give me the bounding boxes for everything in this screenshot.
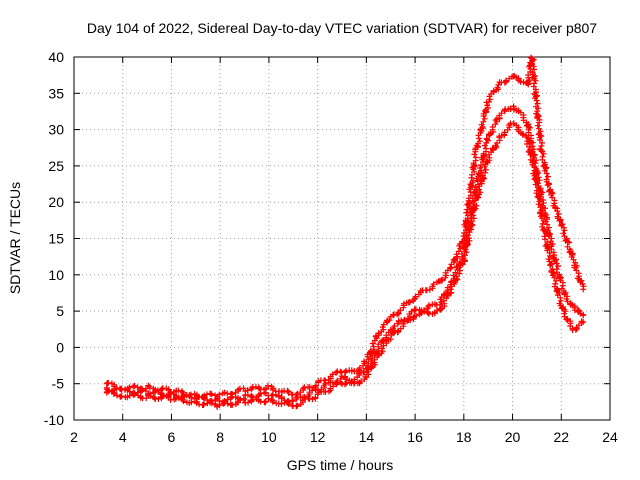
scatter-point-group	[548, 266, 563, 296]
scatter-point-group	[558, 221, 573, 246]
scatter-point	[580, 318, 587, 325]
scatter-point-group	[118, 391, 150, 402]
x-tick-label: 22	[553, 429, 569, 445]
scatter-point-group	[527, 156, 541, 188]
scatter-point-group	[387, 296, 418, 320]
scatter-point-group	[496, 105, 514, 119]
y-tick-label: 40	[48, 49, 64, 65]
scatter-point-group	[554, 292, 569, 320]
scatter-point-group	[540, 227, 555, 269]
y-tick-label: 20	[48, 194, 64, 210]
scatter-point-group	[486, 81, 502, 105]
scatter-point-group	[527, 54, 541, 110]
scatter-point-group	[216, 396, 247, 409]
x-tick-label: 14	[359, 429, 375, 445]
scatter-point-group	[363, 332, 382, 366]
y-tick-label: -5	[52, 376, 65, 392]
x-axis-label: GPS time / hours	[287, 457, 394, 473]
scatter-point-group	[447, 260, 466, 293]
scatter-point-group	[569, 318, 585, 333]
y-tick-label: 30	[48, 122, 64, 138]
scatter-point-group	[485, 134, 503, 164]
scatter-point-group	[510, 103, 522, 114]
scatter-point-group	[537, 146, 552, 189]
scatter-point-group	[533, 105, 545, 155]
y-axis: -10 -5 0 5 10 15 20 25 30 35 40	[44, 49, 610, 428]
x-tick-label: 2	[70, 429, 78, 445]
x-tick-label: 20	[505, 429, 521, 445]
series-3	[103, 120, 587, 410]
scatter-point-group	[411, 278, 442, 302]
scatter-point-group	[515, 108, 530, 126]
scatter-point-group	[448, 238, 466, 271]
scatter-point-group	[411, 307, 440, 320]
scatter-point-group	[437, 289, 455, 313]
y-tick-label: 5	[56, 303, 64, 319]
x-tick-label: 10	[261, 429, 277, 445]
x-tick-label: 16	[407, 429, 423, 445]
x-tick-label: 6	[168, 429, 176, 445]
scatter-point-group	[554, 273, 569, 298]
scatter-point-group	[472, 158, 491, 204]
y-axis-label: SDTVAR / TECUs	[7, 182, 23, 294]
scatter-point-group	[572, 262, 587, 290]
scatter-point-group	[436, 264, 454, 285]
scatter-point-group	[193, 398, 221, 410]
y-tick-label: 35	[48, 85, 64, 101]
series-1	[103, 54, 587, 401]
grid-lines	[74, 57, 610, 420]
scatter-point-group	[242, 396, 269, 406]
chart-title: Day 104 of 2022, Sidereal Day-to-day VTE…	[87, 20, 597, 36]
y-tick-label: 0	[56, 339, 64, 355]
scatter-point-group	[314, 379, 344, 398]
scatter-point-group	[496, 120, 514, 140]
x-tick-label: 4	[119, 429, 127, 445]
data-marks	[103, 54, 587, 410]
x-tick-label: 24	[602, 429, 618, 445]
scatter-point-group	[533, 184, 548, 234]
scatter-point-group	[375, 317, 393, 337]
scatter-point-group	[510, 120, 522, 133]
x-tick-label: 8	[216, 429, 224, 445]
y-tick-label: 25	[48, 158, 64, 174]
scatter-point-group	[375, 336, 394, 359]
scatter-point	[580, 311, 587, 318]
scatter-point-group	[515, 128, 530, 141]
scatter-point-group	[242, 383, 269, 395]
y-tick-label: 15	[48, 231, 64, 247]
scatter-point-group	[145, 392, 172, 403]
x-axis: 2 4 6 8 10 12 14 16 18 20 22 24	[70, 57, 618, 445]
scatter-point	[580, 286, 587, 293]
scatter-point-group	[363, 351, 382, 381]
scatter-point-group	[460, 202, 480, 265]
y-tick-label: 10	[48, 267, 64, 283]
scatter-point-group	[524, 135, 535, 158]
scatter-point-group	[388, 314, 417, 338]
scatter-point-group	[167, 394, 198, 406]
scatter-point-group	[552, 205, 564, 224]
scatter-point-group	[290, 394, 319, 410]
x-tick-label: 18	[456, 429, 472, 445]
series-2	[103, 103, 587, 405]
scatter-point-group	[472, 99, 491, 153]
y-tick-label: -10	[44, 412, 64, 428]
x-tick-label: 12	[310, 429, 326, 445]
scatter-point-group	[485, 115, 503, 139]
